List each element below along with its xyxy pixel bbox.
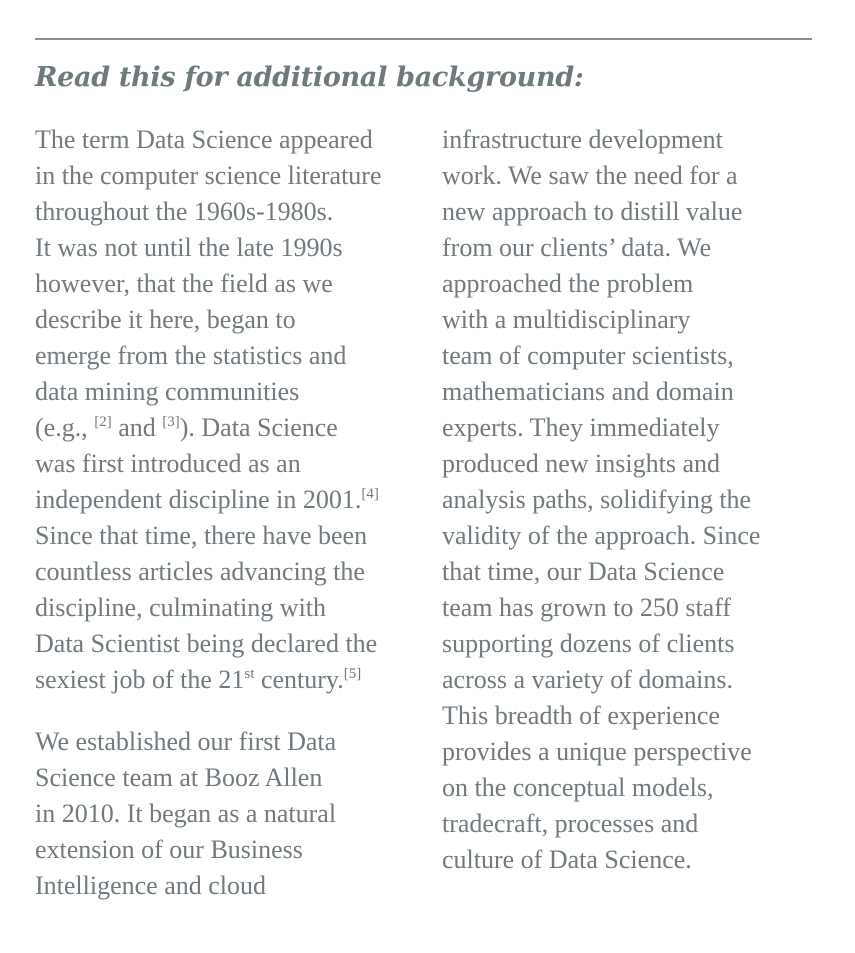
text-line: on the conceptual models,: [442, 773, 714, 802]
text-line: mathematicians and domain: [442, 377, 734, 406]
text-line: This breadth of experience: [442, 701, 720, 730]
text-line: was first introduced as an: [35, 449, 301, 478]
text-line: from our clients’ data. We: [442, 233, 712, 262]
text-line: extension of our Business: [35, 835, 303, 864]
text-line: The term Data Science appeared: [35, 125, 373, 154]
text-line: infrastructure development: [442, 125, 723, 154]
text-line: describe it here, began to: [35, 305, 296, 334]
text-line: supporting dozens of clients: [442, 629, 735, 658]
text-line: approached the problem: [442, 269, 694, 298]
text-line: team of computer scientists,: [442, 341, 734, 370]
ordinal-suffix: st: [244, 666, 255, 682]
text-line: work. We saw the need for a: [442, 161, 738, 190]
text-line: that time, our Data Science: [442, 557, 725, 586]
text-line: sexiest job of the 21st century.[5]: [35, 665, 362, 694]
section-heading: Read this for additional background:: [35, 62, 584, 93]
text-line: produced new insights and: [442, 449, 721, 478]
citation-3: [3]: [162, 414, 180, 430]
text-line: provides a unique perspective: [442, 737, 752, 766]
citation-5: [5]: [343, 666, 362, 682]
text-line: in the computer science literature: [35, 161, 382, 190]
paragraph-spacer: [35, 698, 425, 724]
text-line: Since that time, there have been: [35, 521, 368, 550]
text-line: analysis paths, solidifying the: [442, 485, 752, 514]
text-line: emerge from the statistics and: [35, 341, 347, 370]
citation-2: [2]: [94, 414, 112, 430]
text-line: validity of the approach. Since: [442, 521, 761, 550]
text-line: with a multidisciplinary: [442, 305, 691, 334]
text-line: however, that the field as we: [35, 269, 333, 298]
right-column: infrastructure development work. We saw …: [442, 122, 832, 878]
text-line: across a variety of domains.: [442, 665, 733, 694]
paragraph-1: The term Data Science appeared in the co…: [35, 122, 425, 698]
text-line: experts. They immediately: [442, 413, 720, 442]
text-line: It was not until the late 1990s: [35, 233, 343, 262]
text-line: We established our first Data: [35, 727, 337, 756]
top-divider: [35, 38, 812, 40]
paragraph-2: We established our first Data Science te…: [35, 724, 425, 904]
text-line: tradecraft, processes and: [442, 809, 699, 838]
text-line: Data Scientist being declared the: [35, 629, 378, 658]
text-line: Intelligence and cloud: [35, 871, 267, 900]
citation-4: [4]: [361, 486, 379, 502]
text-line: in 2010. It began as a natural: [35, 799, 337, 828]
text-line: (e.g., [2] and [3]). Data Science: [35, 413, 338, 442]
text-line: culture of Data Science.: [442, 845, 692, 874]
text-line: team has grown to 250 staff: [442, 593, 732, 622]
text-line: countless articles advancing the: [35, 557, 365, 586]
text-line: independent discipline in 2001.[4]: [35, 485, 379, 514]
text-line: Science team at Booz Allen: [35, 763, 323, 792]
text-line: data mining communities: [35, 377, 300, 406]
text-line: throughout the 1960s-1980s.: [35, 197, 334, 226]
text-line: new approach to distill value: [442, 197, 743, 226]
text-line: discipline, culminating with: [35, 593, 327, 622]
left-column: The term Data Science appeared in the co…: [35, 122, 425, 904]
